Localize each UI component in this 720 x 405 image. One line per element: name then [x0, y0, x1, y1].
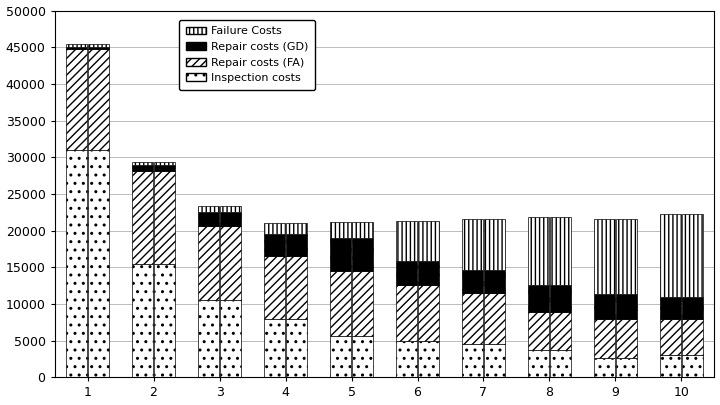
Bar	[198, 226, 219, 301]
Bar	[528, 217, 549, 285]
Bar	[264, 319, 285, 377]
Bar	[89, 44, 109, 47]
Bar	[616, 319, 637, 358]
Bar	[484, 293, 505, 344]
Bar	[154, 264, 176, 377]
Bar	[594, 294, 615, 319]
Bar	[352, 238, 373, 271]
Bar	[89, 47, 109, 49]
Bar	[330, 271, 351, 336]
Bar	[330, 222, 351, 238]
Bar	[462, 219, 483, 270]
Bar	[462, 344, 483, 377]
Bar	[154, 165, 176, 171]
Bar	[528, 285, 549, 312]
Bar	[550, 312, 571, 350]
Bar	[132, 264, 153, 377]
Bar	[66, 49, 87, 150]
Bar	[484, 219, 505, 270]
Bar	[330, 336, 351, 377]
Bar	[484, 344, 505, 377]
Bar	[528, 312, 549, 350]
Bar	[220, 301, 241, 377]
Bar	[132, 171, 153, 264]
Bar	[396, 341, 417, 377]
Bar	[594, 358, 615, 377]
Bar	[396, 221, 417, 262]
Bar	[264, 234, 285, 256]
Bar	[154, 171, 176, 264]
Bar	[220, 226, 241, 301]
Bar	[682, 297, 703, 320]
Bar	[682, 320, 703, 355]
Bar	[89, 49, 109, 150]
Bar	[616, 219, 637, 294]
Bar	[462, 293, 483, 344]
Bar	[286, 319, 307, 377]
Bar	[660, 320, 681, 355]
Bar	[660, 297, 681, 320]
Bar	[550, 217, 571, 285]
Bar	[198, 301, 219, 377]
Bar	[330, 238, 351, 271]
Bar	[418, 262, 439, 285]
Bar	[484, 270, 505, 293]
Legend: Failure Costs, Repair costs (GD), Repair costs (FA), Inspection costs: Failure Costs, Repair costs (GD), Repair…	[179, 20, 315, 90]
Bar	[264, 256, 285, 319]
Bar	[550, 285, 571, 312]
Bar	[198, 207, 219, 212]
Bar	[352, 336, 373, 377]
Bar	[418, 341, 439, 377]
Bar	[89, 150, 109, 377]
Bar	[286, 234, 307, 256]
Bar	[396, 262, 417, 285]
Bar	[660, 214, 681, 297]
Bar	[286, 256, 307, 319]
Bar	[66, 47, 87, 49]
Bar	[418, 285, 439, 341]
Bar	[198, 212, 219, 226]
Bar	[66, 44, 87, 47]
Bar	[154, 162, 176, 165]
Bar	[264, 223, 285, 234]
Bar	[616, 294, 637, 319]
Bar	[66, 150, 87, 377]
Bar	[660, 355, 681, 377]
Bar	[132, 162, 153, 165]
Bar	[682, 214, 703, 297]
Bar	[220, 212, 241, 226]
Bar	[286, 223, 307, 234]
Bar	[352, 271, 373, 336]
Bar	[352, 222, 373, 238]
Bar	[462, 270, 483, 293]
Bar	[132, 165, 153, 171]
Bar	[220, 207, 241, 212]
Bar	[682, 355, 703, 377]
Bar	[418, 221, 439, 262]
Bar	[616, 358, 637, 377]
Bar	[396, 285, 417, 341]
Bar	[594, 219, 615, 294]
Bar	[550, 350, 571, 377]
Bar	[594, 319, 615, 358]
Bar	[528, 350, 549, 377]
